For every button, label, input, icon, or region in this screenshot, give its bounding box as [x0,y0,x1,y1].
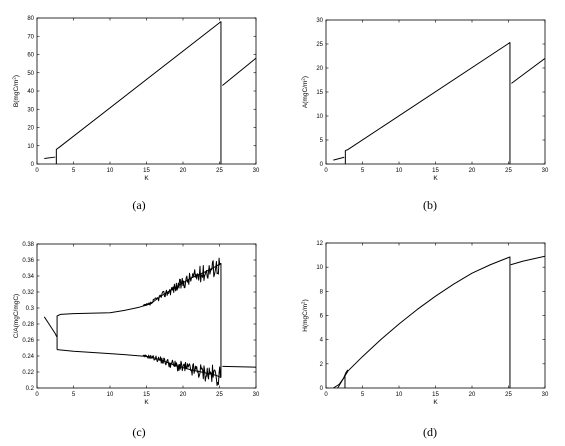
panel-c: (c) 0 5 10 15 20 25 30 0.2 0.22 0.24 0.26 0.28 0.3 0.… [13,242,260,439]
y-tick-label: 5 [320,138,324,144]
y-tick-label: 30 [316,18,323,24]
y-tick-label: 10 [316,114,323,120]
x-tick-label: 10 [396,168,403,174]
y-tick-label: 40 [27,89,34,95]
series-line [222,365,256,368]
y-tick-label: 60 [27,53,34,59]
panel-a-label: (a) [132,198,145,212]
x-tick-label: 20 [180,392,187,398]
x-tick-label: 5 [72,392,76,398]
y-tick-label: 10 [27,144,34,150]
series-line [337,256,511,388]
x-tick-label: 30 [253,168,260,174]
x-tick-label: 5 [361,168,365,174]
series-line [511,57,545,84]
y-tick-label: 25 [316,42,323,48]
x-tick-label: 20 [180,168,187,174]
y-tick-label: 20 [27,126,34,132]
y-tick-label: 70 [27,34,34,40]
y-tick-label: 0.32 [22,290,34,296]
y-axis-label: C/A(mgC/mgC) [13,294,20,338]
y-tick-label: 10 [316,265,323,271]
plot-area-a [36,17,257,165]
x-axis-label: K [433,175,438,182]
x-tick-label: 30 [542,392,549,398]
x-tick-label: 0 [35,168,39,174]
y-tick-label: 0.24 [22,354,34,360]
x-tick-label: 30 [542,168,549,174]
x-tick-label: 25 [216,168,223,174]
y-tick-label: 0.22 [22,370,34,376]
y-tick-label: 50 [27,71,34,77]
panel-a: (a) 0 5 10 15 20 25 30 0 10 20 30 40 50 60 70 80 K B(mgC/… [12,16,260,212]
x-tick-label: 0 [324,168,328,174]
x-tick-label: 15 [432,168,439,174]
series-line [222,57,256,86]
y-tick-label: 4 [320,338,324,344]
panel-d: (d) 0 5 10 15 20 25 30 0 2 4 6 8 10 12 K H(mgC/m2) [301,241,549,439]
y-tick-label: 15 [316,90,323,96]
x-tick-label: 15 [432,392,439,398]
y-tick-label: 30 [27,107,34,113]
x-tick-label: 10 [107,392,114,398]
series-line [55,21,222,164]
y-axis-label: A(mgC/m2) [301,76,310,108]
x-tick-label: 15 [143,392,150,398]
x-tick-label: 20 [469,168,476,174]
series-line [344,42,511,164]
x-tick-label: 25 [505,392,512,398]
x-tick-label: 15 [143,168,150,174]
x-axis-label: K [144,175,149,182]
x-tick-label: 5 [72,168,76,174]
y-tick-label: 0.3 [26,306,35,312]
panel-b-label: (b) [423,198,437,212]
series-line [44,156,56,160]
panel-b: (b) 0 5 10 15 20 25 30 0 5 10 15 20 25 30 K A(mgC/m2) [301,18,549,212]
y-axis-label: B(mgC/m2) [12,75,21,107]
panel-c-label: (c) [132,425,145,439]
x-tick-label: 10 [107,168,114,174]
x-axis-label: K [144,399,149,406]
x-tick-label: 10 [396,392,403,398]
x-tick-label: 0 [35,392,39,398]
y-axis-label: H(mgC/m2) [301,299,310,332]
series-line [510,255,545,266]
y-tick-label: 2 [320,362,324,368]
y-tick-label: 0 [320,386,324,392]
y-tick-label: 0.26 [22,338,34,344]
y-tick-label: 12 [316,241,323,247]
y-tick-label: 0.28 [22,322,34,328]
x-tick-label: 25 [505,168,512,174]
y-tick-label: 8 [320,289,324,295]
y-tick-label: 0.36 [22,258,34,264]
series-fluctuation-line [142,354,221,387]
y-tick-label: 20 [316,66,323,72]
series-fluctuation-line [142,257,221,307]
y-tick-label: 80 [27,16,34,22]
x-tick-label: 5 [361,392,365,398]
series-line [43,316,58,338]
y-tick-label: 0.2 [26,386,35,392]
y-tick-label: 0 [320,162,324,168]
y-tick-label: 0.38 [22,242,34,248]
series-line [333,156,345,161]
x-tick-label: 0 [324,392,328,398]
y-tick-label: 0 [31,162,35,168]
x-tick-label: 30 [253,392,260,398]
x-tick-label: 25 [216,392,223,398]
y-tick-label: 0.34 [22,274,34,280]
x-tick-label: 20 [469,392,476,398]
x-axis-label: K [433,399,438,406]
y-tick-label: 6 [320,314,324,320]
panel-d-label: (d) [423,425,437,439]
